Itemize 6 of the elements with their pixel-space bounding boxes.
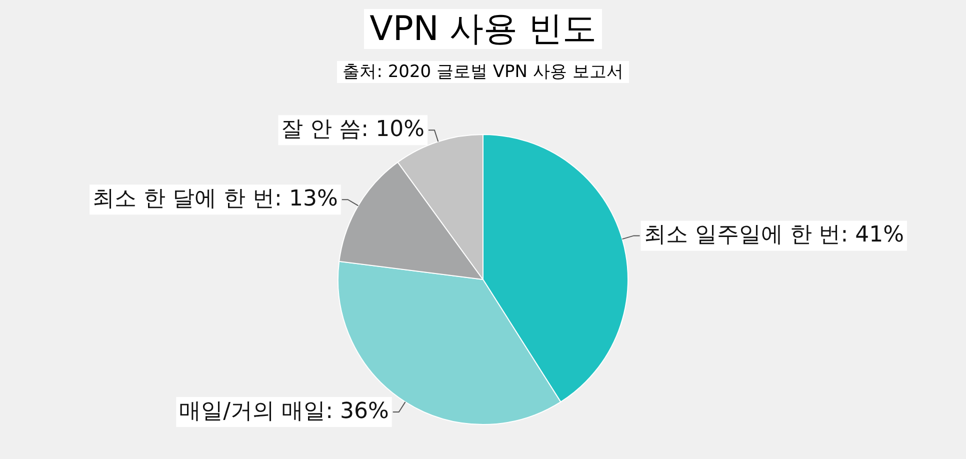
slice-label: 최소 일주일에 한 번: 41% xyxy=(644,222,904,248)
slice-label: 잘 안 씀: 10% xyxy=(281,116,424,142)
slice-label: 최소 한 달에 한 번: 13% xyxy=(92,186,338,212)
chart-subtitle: 출처: 2020 글로벌 VPN 사용 보고서 xyxy=(336,61,630,83)
slice-label: 매일/거의 매일: 36% xyxy=(179,398,389,424)
chart-title: VPN 사용 빈도 xyxy=(364,9,602,49)
